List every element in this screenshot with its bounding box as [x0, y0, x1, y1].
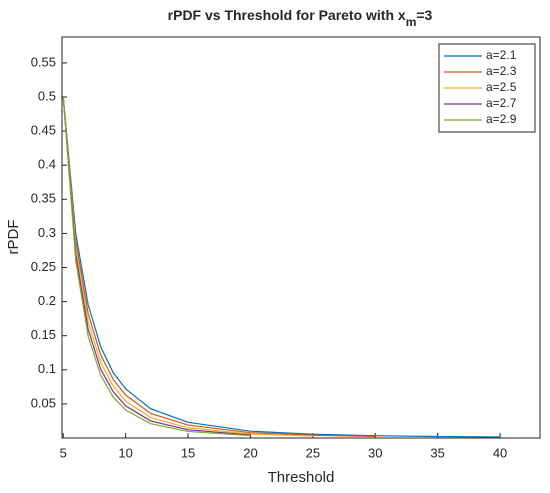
y-tick-label: 0.2: [38, 293, 56, 308]
title-part: =3: [416, 7, 432, 23]
legend-label: a=2.3: [486, 64, 517, 78]
line: [62, 96, 251, 436]
y-tick-label: 0.4: [38, 157, 56, 172]
title-part: rPDF vs Threshold for Pareto with x: [168, 7, 406, 23]
y-tick-label: 0.3: [38, 225, 56, 240]
plot-area: [61, 36, 541, 439]
x-tick-label: 5: [60, 445, 67, 460]
legend-label: a=2.9: [486, 112, 517, 126]
x-tick-label: 35: [430, 445, 444, 460]
y-tick-label: 0.15: [31, 327, 56, 342]
x-tick-label: 25: [306, 445, 320, 460]
x-tick-label: 30: [368, 445, 382, 460]
y-tick-label: 0.1: [38, 361, 56, 376]
x-axis-label: Threshold: [268, 469, 335, 486]
y-tick-label: 0.5: [38, 88, 56, 103]
line: [62, 96, 501, 438]
chart-title: rPDF vs Threshold for Pareto with xm=3: [168, 7, 433, 29]
legend-label: a=2.5: [486, 80, 517, 94]
x-tick-label: 20: [243, 445, 257, 460]
line: [62, 96, 313, 437]
line: [62, 96, 251, 437]
y-tick-label: 0.55: [31, 54, 56, 69]
x-tick-label: 15: [181, 445, 195, 460]
y-tick-label: 0.05: [31, 395, 56, 410]
y-axis-label: rPDF: [5, 220, 22, 255]
y-tick-label: 0.35: [31, 191, 56, 206]
legend-label: a=2.7: [486, 96, 517, 110]
x-tick-label: 40: [493, 445, 507, 460]
title-part: m: [406, 15, 417, 29]
y-tick-label: 0.25: [31, 259, 56, 274]
legend-label: a=2.1: [486, 48, 517, 62]
x-tick-label: 10: [118, 445, 132, 460]
line: [62, 96, 376, 438]
y-tick-label: 0.45: [31, 123, 56, 138]
